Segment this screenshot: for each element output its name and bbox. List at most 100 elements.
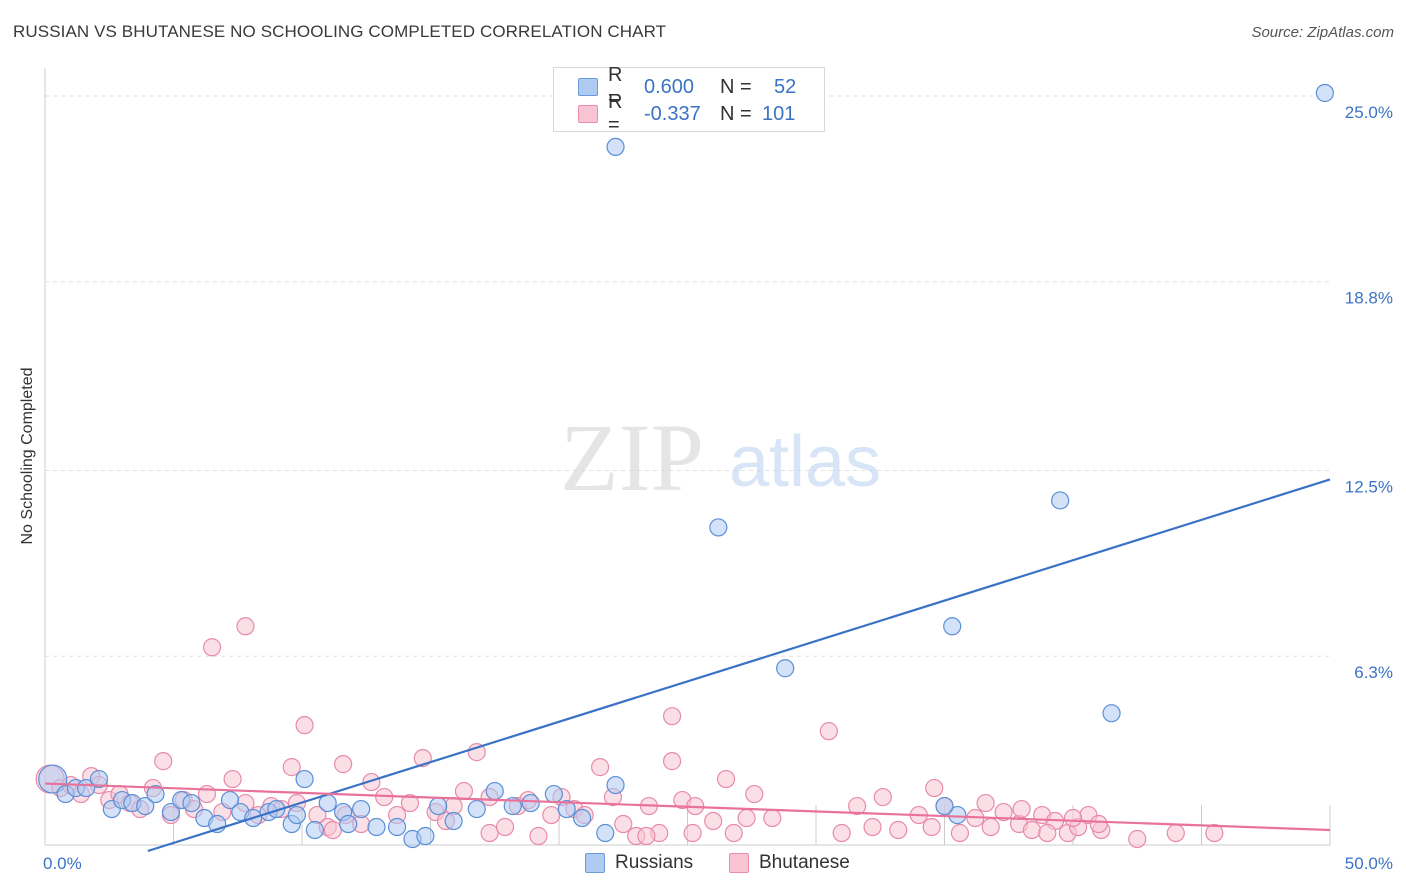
legend-item-russians: Russians [585, 852, 693, 874]
bhutanese-point [832, 823, 851, 843]
source-label: Source: ZipAtlas.com [1251, 24, 1394, 41]
bhutanese-point [1038, 823, 1057, 843]
bhutanese-point [1012, 799, 1031, 819]
series-legend: Russians Bhutanese [0, 852, 1406, 878]
correlation-legend: R = 0.600 N = 52 R = -0.337 N = 101 [553, 64, 825, 136]
russians-point [182, 793, 201, 813]
russians-point [444, 811, 463, 831]
legend-item-bhutanese: Bhutanese [729, 852, 850, 874]
russians-point [521, 793, 540, 813]
grid-lines [45, 95, 1330, 657]
russians-point [146, 784, 165, 804]
series-bhutanese-points [35, 617, 1224, 849]
russians-point [352, 799, 371, 819]
russians-point [935, 796, 954, 816]
tick-labels: 6.3% 12.5% 18.8% 25.0% 0.0% 50.0% [43, 103, 1393, 873]
bhutanese-point [994, 802, 1013, 822]
bhutanese-point [1166, 823, 1185, 843]
russians-point [573, 808, 592, 828]
bhutanese-legend-label: Bhutanese [759, 852, 850, 873]
bhutanese-point [737, 808, 756, 828]
bhutanese-point [236, 617, 255, 636]
bhutanese-point [922, 817, 941, 837]
russians-point [367, 817, 386, 837]
watermark: ZIP atlas [560, 404, 881, 511]
bhutanese-point [1063, 808, 1083, 828]
chart-title: RUSSIAN VS BHUTANESE NO SCHOOLING COMPLE… [13, 22, 667, 41]
russians-point [1051, 491, 1070, 510]
bhutanese-point [848, 796, 867, 816]
bhutanese-point [1022, 820, 1041, 840]
watermark-zip: ZIP [560, 404, 704, 511]
russians-point [429, 796, 448, 816]
r-label: R = [608, 91, 623, 136]
bhutanese-point [529, 826, 548, 846]
russians-point [136, 796, 155, 816]
r-value: -0.337 [644, 102, 701, 125]
russians-point [467, 799, 486, 819]
russians-point [295, 769, 314, 789]
y-tick-label: 18.8% [1345, 289, 1393, 308]
russians-legend-label: Russians [615, 852, 694, 873]
russians-trend-line [147, 478, 1331, 853]
bhutanese-point [480, 823, 499, 843]
bhutanese-point [1089, 814, 1108, 834]
russians-point [606, 137, 625, 157]
russians-point [1315, 83, 1334, 103]
russians-point [596, 823, 615, 843]
bhutanese-point [154, 752, 173, 771]
bhutanese-point [454, 781, 474, 801]
y-tick-label: 12.5% [1345, 477, 1393, 496]
bhutanese-point [223, 769, 242, 789]
bhutanese-point [873, 787, 892, 807]
x-tick-label: 0.0% [43, 854, 82, 873]
russians-point [305, 820, 324, 840]
r-label: R = [608, 64, 623, 109]
bhutanese-point [662, 752, 682, 771]
bhutanese-point [282, 758, 301, 777]
bhutanese-point [495, 817, 515, 837]
russians-point [943, 617, 962, 636]
bhutanese-point [763, 808, 782, 828]
bhutanese-point [591, 758, 610, 777]
n-label: N = [720, 75, 752, 98]
bhutanese-point [362, 772, 381, 792]
russians-point [503, 796, 522, 816]
bhutanese-point [1128, 829, 1147, 849]
bhutanese-point [637, 826, 656, 846]
bhutanese-point [334, 755, 353, 774]
russians-point [387, 817, 407, 837]
n-value: 52 [774, 75, 797, 98]
bhutanese-point [724, 823, 743, 843]
legend-row-bhutanese: R = -0.337 N = 101 [554, 91, 796, 136]
bhutanese-point [950, 823, 970, 843]
russians-point [89, 769, 109, 789]
bhutanese-point [542, 805, 561, 825]
bhutanese-legend-swatch [729, 853, 749, 873]
bhutanese-point [925, 778, 944, 798]
russians-point [948, 805, 967, 825]
bhutanese-point [863, 817, 882, 837]
n-label: N = [720, 102, 752, 125]
bhutanese-point [614, 814, 633, 834]
n-value: 101 [762, 102, 796, 125]
bhutanese-point [981, 817, 1000, 837]
russians-point [1102, 704, 1121, 723]
bhutanese-point [295, 716, 314, 735]
bhutanese-point [323, 820, 342, 840]
russians-point [287, 805, 306, 825]
bhutanese-point [745, 784, 764, 804]
bhutanese-point [1205, 823, 1224, 843]
russians-point [544, 784, 563, 804]
russians-legend-swatch [585, 853, 605, 873]
y-tick-label: 25.0% [1345, 103, 1393, 122]
russians-point [557, 799, 576, 819]
legend-row-russians: R = 0.600 N = 52 [554, 64, 797, 109]
bhutanese-point [819, 722, 838, 741]
russians-point [220, 790, 240, 810]
bhutanese-point [202, 638, 222, 657]
russians-point [776, 659, 795, 678]
x-tick-label: 50.0% [1345, 854, 1393, 873]
russians-point [339, 814, 358, 834]
